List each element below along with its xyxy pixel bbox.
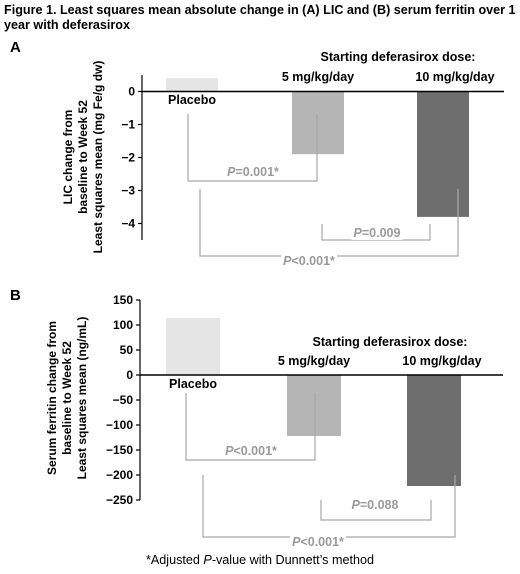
footnote: *Adjusted P-value with Dunnett’s method: [0, 553, 520, 567]
footnote-p: P: [203, 553, 212, 567]
p-value-symbol: P: [283, 254, 292, 268]
y-tick-label: 150: [113, 293, 133, 307]
bar-5-mg-kg-day: [287, 375, 341, 436]
p-value-text: =0.009: [362, 226, 401, 240]
panel-label-A: A: [10, 39, 21, 56]
comparison-bracket: [187, 114, 318, 182]
y-tick-label: −200: [106, 468, 133, 482]
bar-placebo: [166, 318, 220, 375]
p-value-label: P=0.009: [354, 226, 401, 240]
comparison-bracket: [320, 500, 432, 521]
p-value-text: =0.088: [360, 498, 399, 512]
category-label: Placebo: [168, 93, 216, 107]
y-tick-label: −1: [121, 118, 135, 132]
p-value-symbol: P: [292, 535, 301, 549]
p-value-symbol: P: [225, 444, 234, 458]
dose-header: Starting deferasirox dose:: [321, 50, 476, 64]
y-tick-label: −100: [106, 418, 133, 432]
y-tick-label: −250: [106, 493, 133, 507]
p-value-text: <0.001*: [300, 535, 344, 549]
p-value-label-background: [351, 226, 403, 240]
p-value-label-background: [225, 165, 282, 179]
bar-placebo: [166, 78, 218, 92]
p-value-label: P=0.088: [352, 498, 399, 512]
y-axis-title-line: baseline to Week 52: [60, 341, 74, 455]
p-value-label: P<0.001*: [292, 535, 344, 549]
bar-10-mg-kg-day: [417, 91, 469, 217]
p-value-text: <0.001*: [233, 444, 277, 458]
y-axis-title-line: Serum ferritin change from: [45, 321, 59, 475]
p-value-text: <0.001*: [291, 254, 335, 268]
category-label: 10 mg/kg/day: [402, 354, 481, 368]
y-axis-title-line: Least squares mean (ng/mL): [75, 317, 89, 480]
bar-5-mg-kg-day: [292, 91, 344, 155]
y-tick-label: 50: [120, 343, 134, 357]
y-tick-label: 0: [126, 368, 133, 382]
y-tick-label: −3: [121, 184, 135, 198]
footnote-suffix: -value with Dunnett’s method: [211, 553, 374, 567]
y-tick-label: −4: [121, 217, 135, 231]
p-value-label-background: [281, 254, 338, 268]
p-value-text: =0.001*: [235, 165, 279, 179]
y-tick-label: −150: [106, 443, 133, 457]
y-axis-title-line: Least squares mean (mg Fe/g dw): [91, 61, 105, 254]
p-value-label: P<0.001*: [283, 254, 335, 268]
category-label: 5 mg/kg/day: [282, 70, 354, 84]
category-label: 5 mg/kg/day: [278, 354, 350, 368]
p-value-symbol: P: [354, 226, 363, 240]
p-value-label-background: [223, 444, 280, 458]
y-tick-label: −2: [121, 151, 135, 165]
y-tick-label: −50: [113, 393, 134, 407]
p-value-label-background: [290, 535, 347, 549]
dose-header: Starting deferasirox dose:: [313, 335, 468, 349]
footnote-prefix: *Adjusted: [145, 553, 204, 567]
y-axis-title-line: LIC change from: [61, 110, 75, 205]
figure-title: Figure 1. Least squares mean absolute ch…: [4, 3, 516, 32]
p-value-label-background: [349, 498, 401, 512]
p-value-label: P<0.001*: [225, 444, 277, 458]
category-label: Placebo: [169, 377, 217, 391]
p-value-label: P=0.001*: [227, 165, 279, 179]
comparison-bracket: [185, 393, 316, 461]
bar-10-mg-kg-day: [407, 375, 461, 486]
p-value-symbol: P: [352, 498, 361, 512]
panel-label-B: B: [10, 287, 21, 304]
y-tick-label: 100: [113, 318, 133, 332]
p-value-symbol: P: [227, 165, 236, 179]
y-axis-title-line: baseline to Week 52: [76, 100, 90, 214]
category-label: 10 mg/kg/day: [415, 70, 494, 84]
y-tick-label: 0: [128, 85, 135, 99]
